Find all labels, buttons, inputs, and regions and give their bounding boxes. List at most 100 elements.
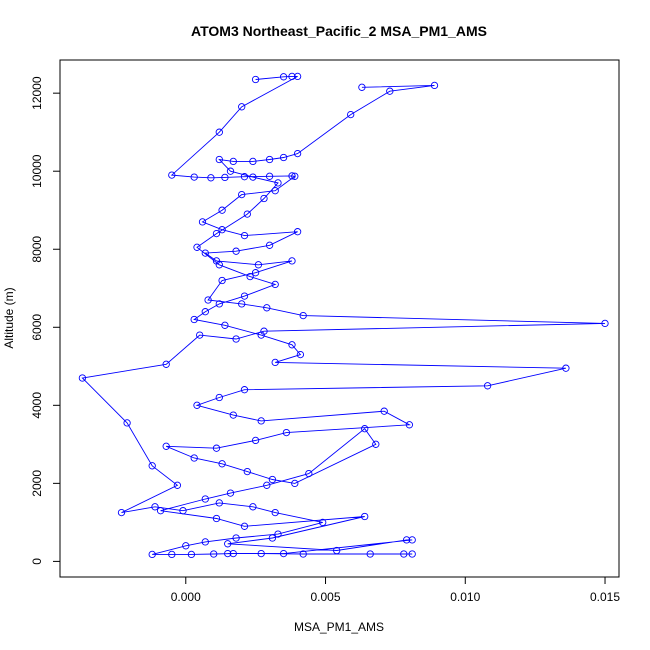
data-point xyxy=(408,550,416,558)
data-point xyxy=(249,503,257,511)
series-line xyxy=(81,75,606,555)
data-point xyxy=(193,243,201,251)
data-point xyxy=(361,512,369,521)
y-axis-label: Altitude (m) xyxy=(2,287,16,348)
data-point xyxy=(212,229,221,238)
data-point xyxy=(151,503,159,511)
data-point xyxy=(254,261,263,269)
data-point xyxy=(366,550,374,558)
data-point xyxy=(238,103,246,111)
data-point xyxy=(279,549,288,558)
data-point xyxy=(249,157,257,166)
data-point xyxy=(226,167,235,175)
data-point xyxy=(274,530,282,538)
y-tick-label: 2000 xyxy=(30,470,44,497)
data-point xyxy=(358,83,366,91)
data-point xyxy=(279,153,288,162)
data-point xyxy=(293,149,302,158)
data-point xyxy=(249,173,257,181)
data-point xyxy=(190,454,198,462)
data-point xyxy=(224,540,232,548)
data-point xyxy=(204,296,212,304)
plot-frame xyxy=(59,59,620,578)
data-point xyxy=(483,382,492,390)
y-tick-label: 8000 xyxy=(30,236,44,263)
data-point xyxy=(232,247,240,255)
data-point xyxy=(271,187,279,195)
data-point xyxy=(257,417,265,425)
data-point xyxy=(238,300,246,308)
data-point xyxy=(430,81,439,90)
y-tick-label: 12000 xyxy=(30,76,44,110)
data-point xyxy=(271,280,279,289)
data-point xyxy=(240,386,249,394)
data-point xyxy=(288,341,296,349)
data-point xyxy=(215,155,223,164)
data-point xyxy=(293,228,302,236)
y-tick-label: 10000 xyxy=(30,154,44,188)
x-tick-label: 0.000 xyxy=(171,590,201,604)
data-point xyxy=(400,550,408,558)
data-point xyxy=(271,358,279,367)
data-point xyxy=(215,499,223,507)
data-point xyxy=(156,507,165,515)
data-point xyxy=(240,292,249,300)
data-point xyxy=(291,172,299,180)
data-point xyxy=(299,311,307,320)
x-axis-label: MSA_PM1_AMS xyxy=(294,620,384,634)
data-point xyxy=(251,75,260,84)
data-point xyxy=(232,534,240,542)
data-point xyxy=(265,241,274,249)
data-point xyxy=(380,407,388,415)
data-point xyxy=(196,331,204,339)
data-point xyxy=(193,401,201,409)
data-point xyxy=(162,442,170,450)
y-axis: 0 2000 4000 6000 8000 10000 12000 xyxy=(30,76,61,565)
data-point xyxy=(240,173,249,181)
data-point xyxy=(243,467,251,476)
data-point xyxy=(117,508,126,517)
data-point xyxy=(198,218,207,226)
data-point xyxy=(288,172,296,180)
data-point xyxy=(78,374,87,382)
data-series xyxy=(78,72,609,559)
data-point xyxy=(187,550,196,559)
x-tick-label: 0.005 xyxy=(311,590,341,604)
data-series xyxy=(156,81,570,558)
data-point xyxy=(408,536,416,544)
series-line xyxy=(160,84,566,555)
data-point xyxy=(347,110,355,119)
data-point xyxy=(182,542,190,550)
data-point xyxy=(148,550,156,559)
data-point xyxy=(162,360,170,368)
data-point xyxy=(215,128,223,136)
data-point xyxy=(218,206,226,214)
data-point xyxy=(210,550,218,558)
data-point xyxy=(265,172,274,180)
data-point xyxy=(221,321,229,329)
data-point xyxy=(224,549,232,558)
data-point xyxy=(215,261,223,269)
data-point xyxy=(299,550,307,558)
data-point xyxy=(291,479,299,488)
data-point xyxy=(168,171,176,179)
data-point xyxy=(238,190,246,199)
series-layer xyxy=(78,72,609,559)
data-point xyxy=(207,174,215,182)
data-point xyxy=(305,469,313,478)
data-point xyxy=(168,550,176,559)
chart-title: ATOM3 Northeast_Pacific_2 MSA_PM1_AMS xyxy=(191,23,487,39)
x-tick-label: 0.010 xyxy=(450,590,480,604)
data-point xyxy=(251,436,260,445)
data-point xyxy=(282,428,291,437)
data-point xyxy=(212,444,221,452)
data-point xyxy=(201,495,209,503)
data-point xyxy=(240,522,249,530)
data-point xyxy=(293,72,302,81)
data-point xyxy=(215,300,223,308)
data-point xyxy=(601,319,609,328)
data-point xyxy=(263,481,271,489)
data-point xyxy=(232,335,240,343)
data-point xyxy=(221,173,229,182)
data-point xyxy=(562,364,570,372)
